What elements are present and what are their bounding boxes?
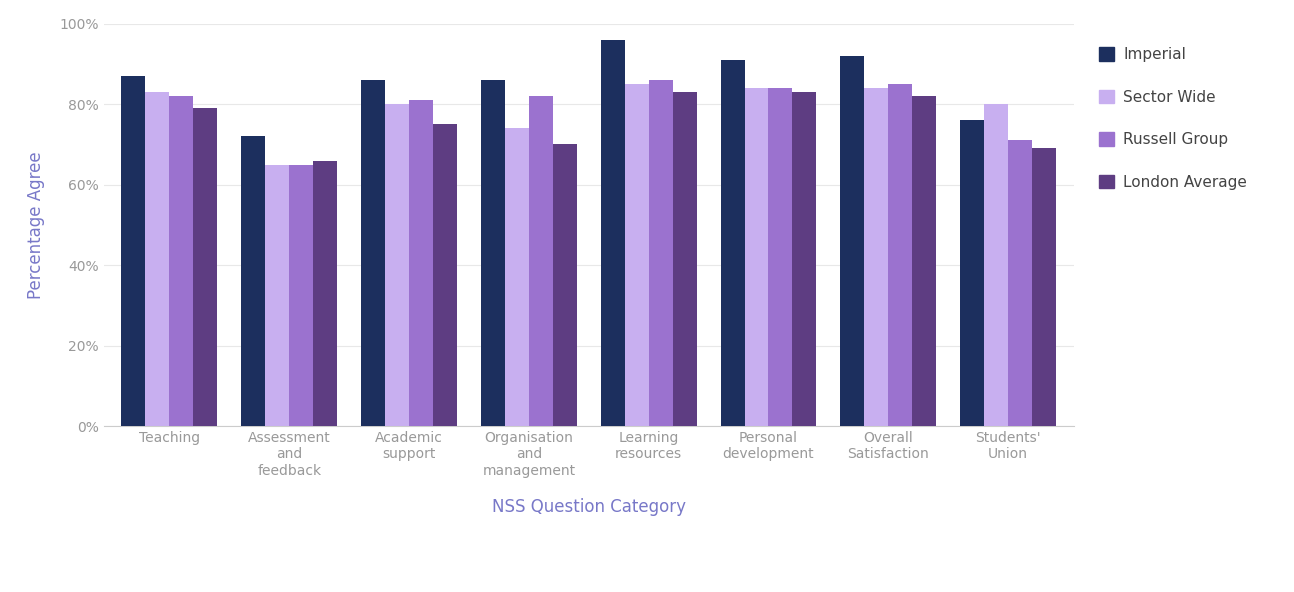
Bar: [769, 88, 792, 426]
Bar: [792, 92, 817, 426]
X-axis label: NSS Question Category: NSS Question Category: [492, 498, 686, 516]
Bar: [864, 88, 888, 426]
Bar: [409, 100, 433, 426]
Bar: [481, 80, 505, 426]
Bar: [840, 56, 864, 426]
Bar: [1033, 149, 1056, 426]
Legend: Imperial, Sector Wide, Russell Group, London Average: Imperial, Sector Wide, Russell Group, Lo…: [1091, 40, 1255, 197]
Bar: [170, 96, 193, 426]
Bar: [960, 120, 985, 426]
Bar: [744, 88, 769, 426]
Bar: [193, 108, 217, 426]
Bar: [145, 92, 170, 426]
Bar: [529, 96, 553, 426]
Bar: [361, 80, 386, 426]
Bar: [600, 40, 625, 426]
Bar: [505, 128, 529, 426]
Bar: [553, 144, 577, 426]
Bar: [433, 124, 457, 426]
Bar: [290, 165, 313, 426]
Bar: [241, 136, 265, 426]
Bar: [673, 92, 696, 426]
Y-axis label: Percentage Agree: Percentage Agree: [27, 151, 45, 299]
Bar: [313, 160, 338, 426]
Bar: [888, 84, 912, 426]
Bar: [122, 76, 145, 426]
Bar: [721, 60, 744, 426]
Bar: [625, 84, 648, 426]
Bar: [648, 80, 673, 426]
Bar: [985, 104, 1008, 426]
Bar: [1008, 140, 1033, 426]
Bar: [386, 104, 409, 426]
Bar: [912, 96, 937, 426]
Bar: [265, 165, 290, 426]
